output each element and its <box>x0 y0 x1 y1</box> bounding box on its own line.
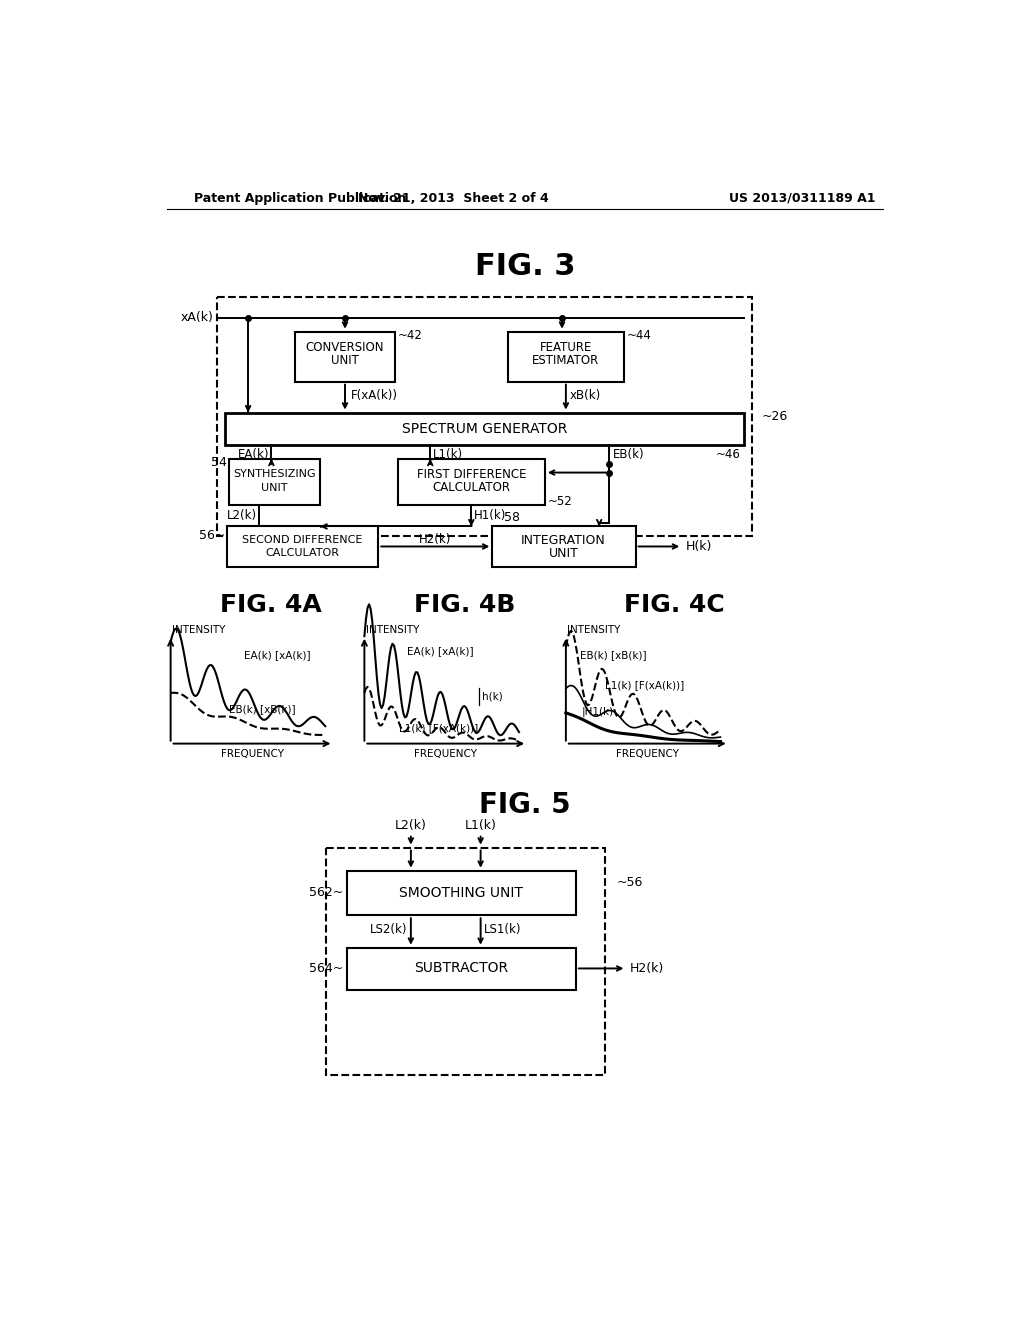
Text: ~26: ~26 <box>761 409 787 422</box>
Text: EB(k) [xB(k)]: EB(k) [xB(k)] <box>580 649 646 660</box>
Text: CALCULATOR: CALCULATOR <box>432 482 510 495</box>
Text: 56~: 56~ <box>199 529 225 543</box>
Text: FIG. 4C: FIG. 4C <box>624 593 725 616</box>
Text: EB(k): EB(k) <box>612 449 644 462</box>
Text: FIG. 5: FIG. 5 <box>479 791 570 820</box>
Text: Nov. 21, 2013  Sheet 2 of 4: Nov. 21, 2013 Sheet 2 of 4 <box>358 191 549 205</box>
Text: CONVERSION: CONVERSION <box>306 341 384 354</box>
Text: xB(k): xB(k) <box>569 389 601 403</box>
Text: SYNTHESIZING: SYNTHESIZING <box>233 469 315 479</box>
Text: FIG. 4A: FIG. 4A <box>220 593 323 616</box>
Text: ~46: ~46 <box>716 447 740 461</box>
Bar <box>508 331 624 381</box>
Text: L1(k): L1(k) <box>465 820 497 833</box>
Text: CALCULATOR: CALCULATOR <box>265 548 339 558</box>
Bar <box>493 527 636 566</box>
Text: EB(k) [xB(k)]: EB(k) [xB(k)] <box>228 704 295 714</box>
Text: UNIT: UNIT <box>549 546 579 560</box>
Text: SUBTRACTOR: SUBTRACTOR <box>414 961 508 975</box>
Bar <box>295 331 395 381</box>
Text: L1(k): L1(k) <box>432 449 463 462</box>
Text: LS2(k): LS2(k) <box>371 923 408 936</box>
Text: UNIT: UNIT <box>331 354 359 367</box>
Text: F(xA(k)): F(xA(k)) <box>351 389 398 403</box>
Text: INTEGRATION: INTEGRATION <box>521 533 606 546</box>
Bar <box>347 948 575 990</box>
Text: ~44: ~44 <box>627 329 651 342</box>
Text: |H1(k): |H1(k) <box>582 706 613 717</box>
Text: xA(k): xA(k) <box>180 312 213 325</box>
Bar <box>228 459 321 506</box>
Text: FREQUENCY: FREQUENCY <box>615 750 679 759</box>
Text: L1(k) [F(xA(k))]: L1(k) [F(xA(k))] <box>399 723 478 733</box>
Text: LS1(k): LS1(k) <box>483 923 521 936</box>
Bar <box>347 871 575 915</box>
Text: SMOOTHING UNIT: SMOOTHING UNIT <box>399 886 523 900</box>
Text: L2(k): L2(k) <box>226 510 257 523</box>
Text: ~42: ~42 <box>397 329 423 342</box>
Bar <box>227 527 378 566</box>
Text: INTENSITY: INTENSITY <box>366 624 419 635</box>
Text: INTENSITY: INTENSITY <box>172 624 225 635</box>
Text: FIRST DIFFERENCE: FIRST DIFFERENCE <box>417 467 526 480</box>
Text: ESTIMATOR: ESTIMATOR <box>532 354 599 367</box>
Text: UNIT: UNIT <box>261 483 288 492</box>
Text: FIG. 4B: FIG. 4B <box>415 593 516 616</box>
Text: EA(k) [xA(k)]: EA(k) [xA(k)] <box>407 647 474 656</box>
Text: SPECTRUM GENERATOR: SPECTRUM GENERATOR <box>401 421 567 436</box>
Text: FREQUENCY: FREQUENCY <box>415 750 477 759</box>
Text: H(k): H(k) <box>686 540 713 553</box>
Bar <box>397 459 545 506</box>
Text: 564~: 564~ <box>309 962 343 975</box>
Text: h(k): h(k) <box>482 692 503 702</box>
Text: H2(k): H2(k) <box>630 962 665 975</box>
Text: L1(k) [F(xA(k))]: L1(k) [F(xA(k))] <box>604 680 684 690</box>
Text: FEATURE: FEATURE <box>540 341 592 354</box>
Text: ~56: ~56 <box>616 875 643 888</box>
Text: FREQUENCY: FREQUENCY <box>220 750 284 759</box>
Bar <box>326 847 604 1074</box>
Text: SECOND DIFFERENCE: SECOND DIFFERENCE <box>243 536 362 545</box>
Text: L2(k): L2(k) <box>395 820 427 833</box>
Text: H2(k): H2(k) <box>419 533 452 546</box>
Text: EA(k) [xA(k)]: EA(k) [xA(k)] <box>245 649 311 660</box>
Bar <box>225 412 744 445</box>
Text: ~52: ~52 <box>547 495 572 508</box>
Text: EA(k): EA(k) <box>238 449 269 462</box>
Text: FIG. 3: FIG. 3 <box>474 252 575 281</box>
Text: Patent Application Publication: Patent Application Publication <box>194 191 407 205</box>
Text: 54: 54 <box>211 455 226 469</box>
Text: INTENSITY: INTENSITY <box>567 624 621 635</box>
Text: US 2013/0311189 A1: US 2013/0311189 A1 <box>729 191 876 205</box>
Text: H1(k): H1(k) <box>474 510 506 523</box>
Bar <box>217 297 752 536</box>
Text: 562~: 562~ <box>309 887 343 899</box>
Text: 58: 58 <box>504 511 520 524</box>
